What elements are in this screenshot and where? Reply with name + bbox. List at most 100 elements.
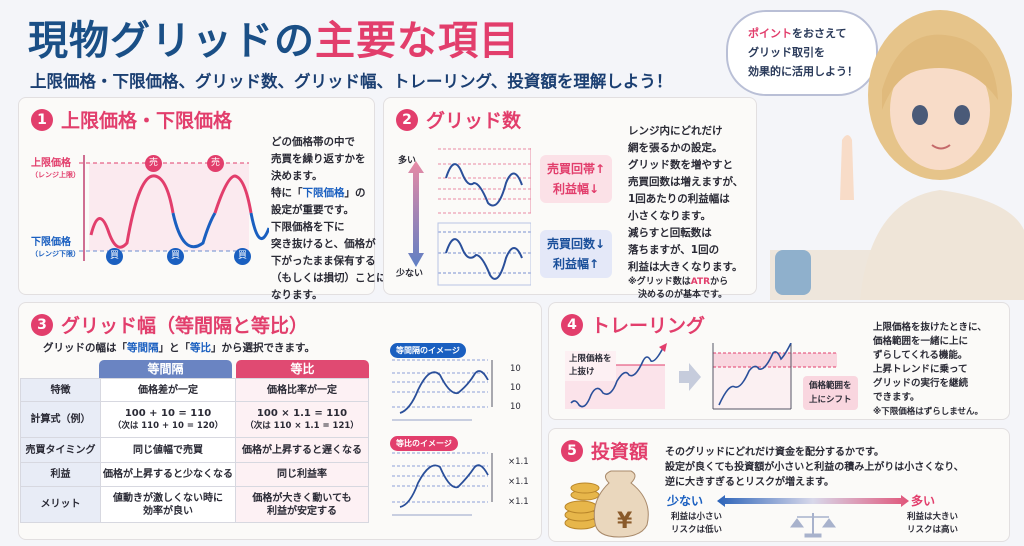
desc-line: レンジ内にどれだけ <box>628 125 723 137</box>
cell-text: 100 × 1.1 = 110 <box>256 407 348 419</box>
table-row: 計算式（例） 100 + 10 = 110 （次は 110 + 10 = 120） 1… <box>20 401 369 438</box>
shift-label: 価格範囲を 上にシフト <box>803 376 858 410</box>
lower-price-label: 下限価格 <box>31 237 71 248</box>
many-label: 多い <box>911 494 936 508</box>
cell-text: 価格が上昇すると少なくなる <box>103 469 233 480</box>
table-row: 特徴 価格差が一定 価格比率が一定 <box>20 378 369 402</box>
cell-text: 同じ利益率 <box>277 469 327 480</box>
grid-count-diagram <box>408 148 531 286</box>
step-label: 10 <box>510 402 521 412</box>
desc-line: 売買回数は増えますが、 <box>628 176 744 188</box>
buy-marker: 買 <box>106 248 123 265</box>
many-grids-effect: 売買回帯↑ 利益幅↓ <box>540 155 612 203</box>
step-label: ×1.1 <box>508 477 529 487</box>
speech-bubble: ポイントをおさえて グリッド取引を 効果的に活用しよう！ <box>726 10 878 96</box>
geometric-image-label: 等比のイメージ <box>390 436 458 451</box>
section-heading: 1 上限価格・下限価格 <box>31 106 232 133</box>
desc-line: 減らすと回転数は <box>628 227 712 239</box>
desc-line: できます。 <box>873 392 920 403</box>
table-cell: 利益 <box>20 462 101 487</box>
bubble-line: 効果的に活用しよう！ <box>748 65 858 78</box>
equal-interval-image-label: 等間隔のイメージ <box>390 343 466 358</box>
bubble-line: をおさえて <box>792 27 847 40</box>
note-part: から <box>710 277 729 287</box>
section-heading: 3 グリッド幅（等間隔と等比） <box>31 311 308 338</box>
title-main: 現物グリッドの <box>28 18 315 64</box>
cell-text: 価格が大きく動いても <box>252 492 352 504</box>
many-label: 多い <box>398 156 417 166</box>
equal-interval-steps: 10 10 10 <box>510 360 521 417</box>
effect-line: 利益幅↓ <box>552 182 600 196</box>
few-label: 少ない <box>667 494 704 508</box>
cell-text: 効率が良い <box>143 505 193 517</box>
comparison-table: 特徴 価格差が一定 価格比率が一定 計算式（例） 100 + 10 = 110 （次は 1… <box>20 378 369 523</box>
bubble-line: グリッド取引を <box>748 46 825 59</box>
table-cell: 売買タイミング <box>20 437 101 463</box>
cell-text: メリット <box>40 499 81 510</box>
section-title: グリッド幅（等間隔と等比） <box>61 315 309 337</box>
table-cell: 計算式（例） <box>20 401 101 438</box>
desc-line: そのグリッドにどれだけ資金を配分するかです。 <box>665 447 884 458</box>
section-description: そのグリッドにどれだけ資金を配分するかです。設定が良くても投資額が小さいと利益の… <box>665 445 964 490</box>
sell-marker: 売 <box>145 155 162 172</box>
desc-line: 価格範囲を一緒に上に <box>873 336 969 347</box>
desc-line: （もしくは損切）ことに <box>271 272 387 284</box>
section-title: グリッド数 <box>426 110 522 132</box>
upper-price-sub: （レンジ上限） <box>31 171 80 179</box>
label-line: 上限価格を <box>569 354 612 364</box>
step-label: 10 <box>510 383 521 393</box>
breakout-label: 上限価格を 上抜け <box>565 351 616 381</box>
large-amount-effect: 利益は大きい リスクは高い <box>907 511 958 537</box>
sell-marker: 売 <box>207 155 224 172</box>
table-cell: メリット <box>20 486 101 523</box>
desc-part: 特に「 <box>271 187 303 199</box>
effect-line: 利益は大きい <box>907 512 959 522</box>
cell-text: 価格比率が一定 <box>267 384 337 396</box>
note-highlight: ATR <box>690 277 711 287</box>
yen-symbol: ¥ <box>617 509 633 534</box>
cell-text: 特徴 <box>50 384 71 396</box>
cell-text: 同じ値幅で売買 <box>133 444 203 456</box>
grid-width-lead: グリッドの幅は「等間隔」と「等比」から選択できます。 <box>43 340 315 355</box>
table-row: 利益 価格が上昇すると少なくなる 同じ利益率 <box>20 462 369 487</box>
desc-line: グリッド数を増やすと <box>628 159 733 171</box>
desc-line: 上昇トレンドに乗って <box>873 364 968 375</box>
desc-line: 設定が重要です。 <box>271 204 354 216</box>
character-illustration <box>770 10 1024 300</box>
desc-part: 」の <box>344 187 366 199</box>
cell-text: 100 + 10 = 110 <box>124 407 212 419</box>
desc-line: ずらしてくれる機能。 <box>873 350 968 361</box>
table-row: 売買タイミング 同じ値幅で売買 価格が上昇すると遅くなる <box>20 437 369 463</box>
note-line: ※下限価格はずらしません。 <box>873 407 984 417</box>
panel-investment-amount: 5 投資額 ¥ そのグリッドにどれだけ資金を配分するかです。設定が良くても投資額が… <box>548 428 1010 542</box>
desc-line: 1回あたりの利益幅は <box>628 193 730 205</box>
cell-text: 値動きが激しくない時に <box>113 492 223 504</box>
lead-highlight: 等間隔 <box>127 342 159 354</box>
buy-marker: 買 <box>167 248 184 265</box>
desc-line: どの価格帯の中で <box>271 136 355 148</box>
cell-text: 利益 <box>50 469 71 480</box>
desc-line: 設定が良くても投資額が小さいと利益の積み上がりは小さくなり、 <box>665 462 964 473</box>
cell-text: 価格差が一定 <box>138 384 198 396</box>
desc-line: 売買を繰り返すかを <box>271 153 366 165</box>
column-header-geometric: 等比 <box>236 360 369 378</box>
table-cell: 値動きが激しくない時に 効率が良い <box>100 486 236 523</box>
section-number: 5 <box>561 439 583 462</box>
cell-text: （次は 110 + 10 = 120） <box>112 420 224 431</box>
desc-line: 上限価格を抜けたときに、 <box>873 322 987 333</box>
cell-text: 売買タイミング <box>25 444 96 456</box>
note-line: 決めるのが基本です。 <box>638 290 728 300</box>
section-number: 4 <box>561 313 583 336</box>
cell-text: （次は 110 × 1.1 = 121） <box>245 420 359 431</box>
table-cell: 100 × 1.1 = 110 （次は 110 × 1.1 = 121） <box>235 401 369 438</box>
step-label: ×1.1 <box>508 497 529 507</box>
desc-line: 利益は大きくなります。 <box>628 261 743 273</box>
note-line: ※グリッド数はATRから <box>628 276 743 289</box>
column-header-equal-interval: 等間隔 <box>99 360 232 378</box>
section-title: 投資額 <box>591 441 649 463</box>
cell-text: 利益が安定する <box>267 505 337 517</box>
table-row: メリット 値動きが激しくない時に 効率が良い 価格が大きく動いても 利益が安定する <box>20 486 369 523</box>
section-title: 上限価格・下限価格 <box>61 110 233 132</box>
effect-line: 売買回数↓ <box>546 237 606 251</box>
section-number: 3 <box>31 313 53 336</box>
